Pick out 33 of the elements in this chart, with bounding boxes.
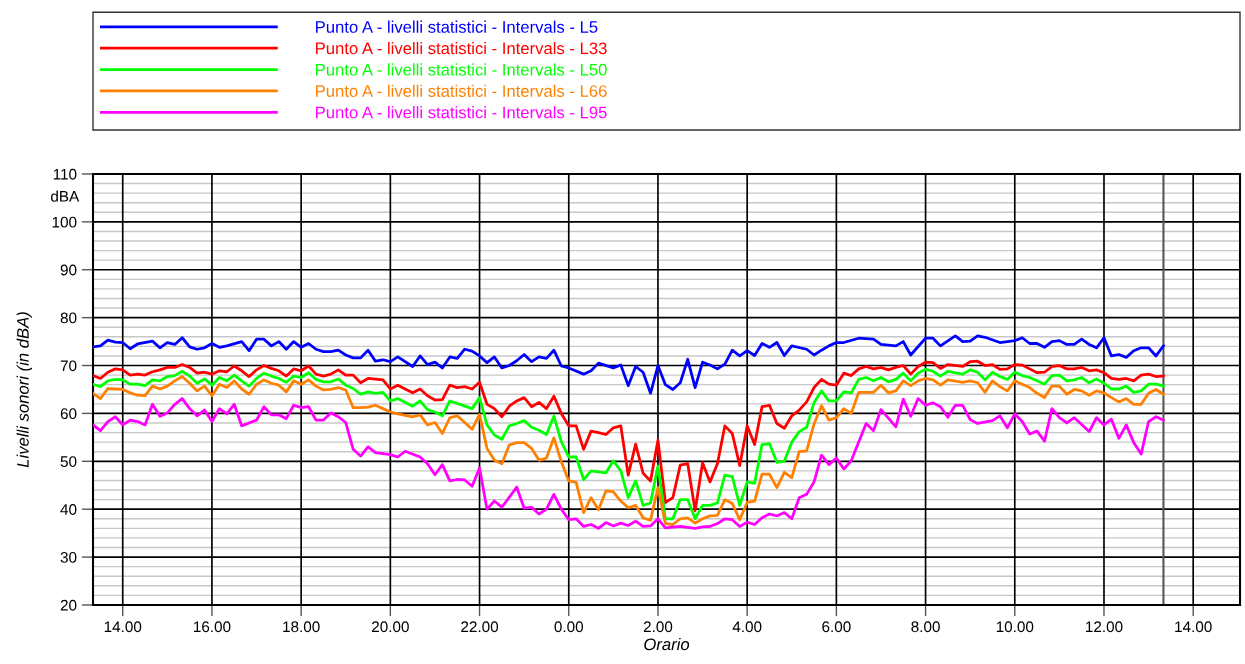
y-tick-label: 90 — [60, 264, 77, 276]
line-series — [93, 334, 1165, 395]
x-tick-label: 2.00 — [643, 621, 673, 633]
y-tick-label: 70 — [60, 360, 77, 372]
x-tick-label: 0.00 — [554, 621, 584, 633]
y-tick-label: 50 — [60, 456, 77, 467]
text: Punto A - livelli statistici - Intervals - L5 — [316, 20, 598, 33]
x-tick-label: 10.00 — [996, 621, 1034, 633]
y-tick-label: 20 — [60, 599, 77, 611]
x-tick-label: 20.00 — [372, 621, 409, 633]
line-series — [93, 397, 1165, 530]
x-tick-label: 14.00 — [104, 621, 142, 633]
y-tick-label: 40 — [60, 504, 77, 515]
x-tick-label: 16.00 — [193, 621, 231, 633]
y-tick-label: 30 — [60, 551, 77, 563]
y-tick-label: 110 — [53, 168, 77, 180]
x-tick-label: 4.00 — [732, 621, 762, 633]
y-tick-label: 60 — [60, 408, 77, 420]
text: Punto A - livelli statistici - Intervals - L95 — [316, 106, 607, 119]
x-tick-label: 6.00 — [822, 621, 851, 633]
y-tick-label: 80 — [60, 312, 77, 324]
x-tick-label: 18.00 — [283, 621, 320, 633]
y-axis-title: Livelli sonori (in dBA) — [16, 312, 33, 468]
x-tick-label: 22.00 — [461, 621, 499, 633]
text: Punto A - livelli statistici - Intervals - L50 — [316, 63, 607, 76]
text: Punto A - livelli statistici - Intervals - L66 — [316, 84, 607, 97]
text: Punto A - livelli statistici - Intervals - L33 — [316, 41, 607, 55]
x-axis-title: Orario — [644, 637, 690, 651]
x-tick-label: 14.00 — [1175, 621, 1212, 633]
y-tick-label: 100 — [52, 216, 77, 228]
x-tick-label: 12.00 — [1086, 621, 1123, 633]
text: dBA — [51, 190, 80, 202]
x-tick-label: 8.00 — [911, 621, 940, 633]
